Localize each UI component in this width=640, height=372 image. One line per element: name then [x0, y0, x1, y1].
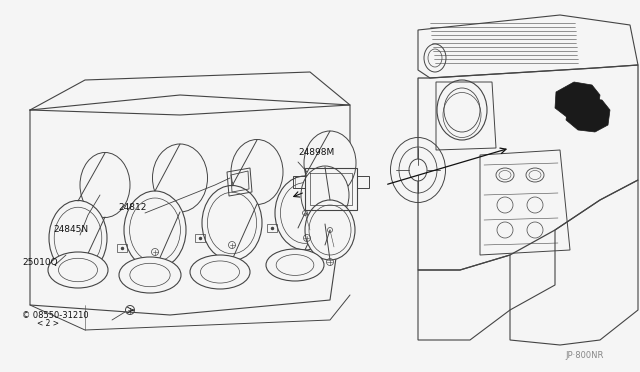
Ellipse shape [304, 131, 356, 195]
Text: 24898M: 24898M [298, 148, 334, 157]
Ellipse shape [202, 186, 262, 260]
Ellipse shape [305, 200, 355, 260]
Ellipse shape [266, 249, 324, 281]
Text: 24812: 24812 [118, 203, 147, 212]
Ellipse shape [80, 153, 130, 218]
Ellipse shape [231, 140, 283, 205]
Text: © 08550-31210: © 08550-31210 [22, 311, 88, 320]
Ellipse shape [48, 252, 108, 288]
Ellipse shape [49, 201, 107, 276]
Polygon shape [566, 98, 610, 132]
Text: JP·800NR: JP·800NR [565, 351, 604, 360]
Text: < 2 >: < 2 > [37, 319, 59, 328]
Text: 24845N: 24845N [53, 225, 88, 234]
Text: 25010Q: 25010Q [22, 258, 58, 267]
Ellipse shape [409, 159, 427, 181]
Ellipse shape [301, 166, 349, 224]
Ellipse shape [152, 144, 207, 212]
Ellipse shape [119, 257, 181, 293]
Polygon shape [555, 82, 600, 120]
Ellipse shape [275, 176, 335, 250]
Ellipse shape [437, 80, 487, 140]
Ellipse shape [190, 255, 250, 289]
Ellipse shape [124, 191, 186, 269]
